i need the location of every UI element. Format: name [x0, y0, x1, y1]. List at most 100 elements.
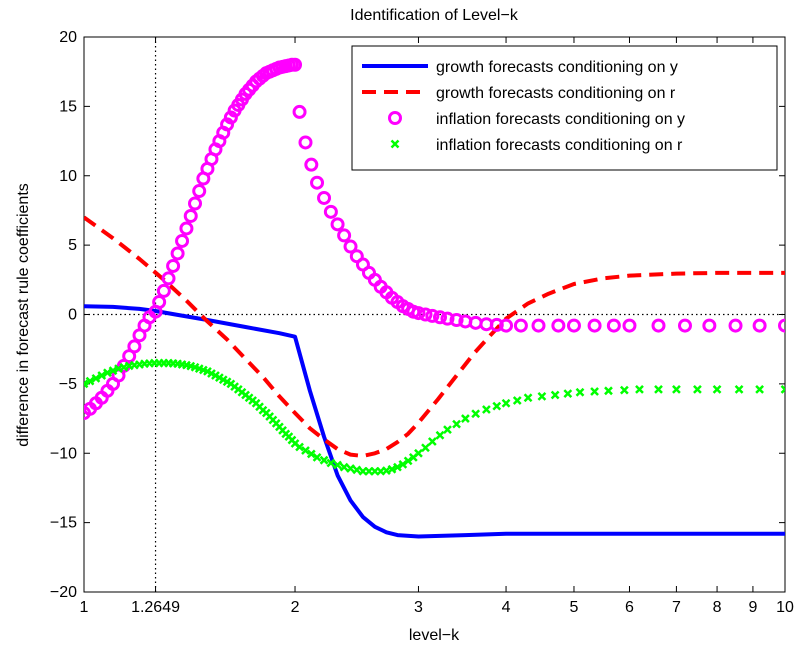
- data-point: [393, 462, 402, 472]
- chart-title: Identification of Level−k: [350, 7, 519, 24]
- y-tick-label: −5: [59, 376, 77, 393]
- data-point: [461, 414, 470, 423]
- data-point: [418, 307, 433, 322]
- data-point: [223, 110, 238, 125]
- data-point: [780, 385, 785, 394]
- x-tick-label: 6: [625, 599, 634, 616]
- y-tick-label: −10: [50, 445, 77, 462]
- data-point: [295, 442, 304, 452]
- data-point: [156, 283, 171, 298]
- data-point: [440, 311, 455, 326]
- data-point: [326, 458, 336, 468]
- x-tick-label: 7: [672, 599, 681, 616]
- data-point: [301, 446, 310, 455]
- data-point: [590, 387, 599, 396]
- data-point: [512, 396, 522, 405]
- legend-entry-1: growth forecasts conditioning on y: [362, 59, 678, 76]
- series-group: [84, 57, 785, 539]
- data-point: [654, 385, 663, 394]
- x-tick-label: 3: [414, 599, 423, 616]
- legend-label: growth forecasts conditioning on y: [436, 59, 678, 76]
- data-point: [323, 204, 338, 219]
- data-point: [161, 271, 176, 286]
- x-tick-label: 5: [570, 599, 579, 616]
- y-tick-label: 10: [59, 168, 77, 185]
- data-point: [183, 208, 198, 223]
- data-point: [755, 385, 764, 394]
- data-point: [693, 385, 702, 394]
- series-4: [84, 358, 785, 476]
- data-point: [387, 464, 397, 474]
- data-point: [288, 57, 303, 72]
- x-tick-label: 1.2649: [131, 599, 180, 616]
- data-point: [537, 391, 547, 401]
- data-point: [433, 310, 448, 325]
- data-point: [622, 318, 637, 333]
- data-point: [778, 318, 785, 333]
- data-point: [425, 308, 440, 323]
- data-point: [531, 318, 546, 333]
- data-point: [179, 221, 194, 236]
- y-tick-label: 15: [59, 98, 77, 115]
- data-point: [489, 317, 504, 332]
- legend-swatch: [390, 139, 400, 149]
- x-axis-title: level−k: [409, 627, 460, 644]
- data-point: [421, 443, 430, 453]
- x-tick-label: 9: [748, 599, 757, 616]
- data-point: [414, 448, 423, 458]
- y-axis-title: difference in forecast rule coefficients: [15, 183, 32, 447]
- data-point: [587, 318, 602, 333]
- data-point: [170, 246, 185, 261]
- data-point: [398, 459, 408, 469]
- data-point: [604, 386, 613, 396]
- data-point: [108, 366, 118, 376]
- data-point: [551, 318, 566, 333]
- x-tick-label: 10: [776, 599, 794, 616]
- data-point: [523, 393, 533, 403]
- data-point: [702, 318, 717, 333]
- legend-swatch: [388, 111, 402, 125]
- data-point: [677, 318, 692, 333]
- data-point: [175, 233, 190, 248]
- data-point: [411, 306, 426, 321]
- data-point: [728, 318, 743, 333]
- legend-entry-3: inflation forecasts conditioning on y: [388, 111, 685, 128]
- data-point: [166, 258, 181, 273]
- data-point: [575, 387, 585, 397]
- data-point: [333, 460, 342, 470]
- x-tick-label: 1: [80, 599, 89, 616]
- data-point: [752, 318, 767, 333]
- data-point: [672, 385, 681, 394]
- data-point: [449, 313, 464, 328]
- data-point: [712, 385, 722, 394]
- data-point: [339, 462, 349, 472]
- data-point: [298, 135, 313, 150]
- legend-label: inflation forecasts conditioning on y: [436, 111, 685, 128]
- y-tick-label: −20: [50, 584, 77, 601]
- data-point: [91, 373, 101, 383]
- data-point: [188, 196, 203, 211]
- data-point: [310, 175, 325, 190]
- legend-entry-2: growth forecasts conditioning on r: [362, 85, 676, 102]
- data-point: [471, 409, 481, 419]
- data-point: [292, 104, 307, 119]
- data-point: [651, 318, 666, 333]
- data-point: [220, 117, 235, 132]
- x-tick-label: 8: [713, 599, 722, 616]
- series-line: [84, 215, 785, 458]
- y-tick-label: 20: [59, 29, 77, 46]
- data-point: [85, 376, 95, 386]
- series-1: [84, 304, 785, 539]
- data-point: [499, 318, 514, 333]
- data-point: [192, 184, 207, 199]
- data-point: [619, 385, 629, 395]
- data-point: [482, 405, 491, 414]
- x-tick-label: 2: [291, 599, 300, 616]
- data-point: [152, 295, 167, 310]
- data-point: [304, 157, 319, 172]
- data-point: [97, 371, 107, 380]
- data-point: [501, 398, 511, 408]
- data-point: [606, 318, 621, 333]
- data-point: [352, 465, 362, 475]
- legend: growth forecasts conditioning on y growth…: [351, 45, 778, 171]
